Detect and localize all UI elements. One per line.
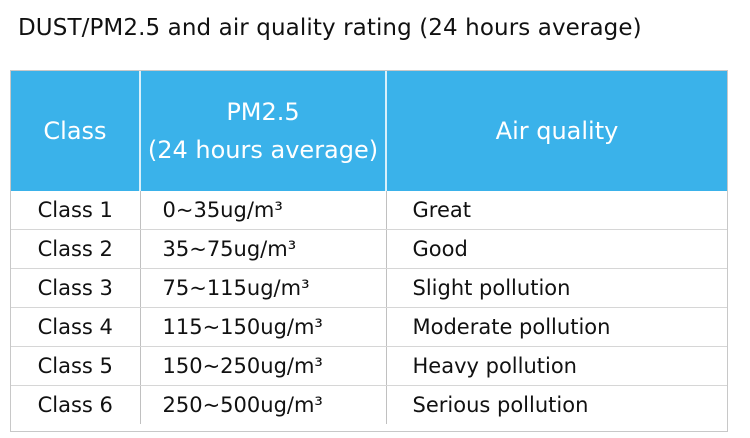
table-row: Class 1 0~35ug/m³ Great [11, 191, 727, 230]
class-cell: Class 5 [11, 346, 141, 386]
class-cell: Class 4 [11, 307, 141, 347]
class-cell: Class 3 [11, 268, 141, 308]
class-cell: Class 6 [11, 385, 141, 424]
pm25-cell: 115~150ug/m³ [140, 307, 387, 347]
pm25-header-line-2: (24 hours average) [147, 136, 379, 164]
table-row: Class 6 250~500ug/m³ Serious pollution [11, 385, 727, 424]
pm25-cell: 250~500ug/m³ [140, 385, 387, 424]
class-cell: Class 1 [11, 191, 141, 230]
table-header-row: Class PM2.5 (24 hours average) Air quali… [11, 71, 727, 191]
air-quality-table: Class PM2.5 (24 hours average) Air quali… [11, 71, 727, 424]
air-quality-table-container: Class PM2.5 (24 hours average) Air quali… [10, 70, 728, 432]
pm25-cell: 0~35ug/m³ [140, 191, 387, 230]
page-title: DUST/PM2.5 and air quality rating (24 ho… [18, 15, 642, 41]
air-quality-cell: Serious pollution [412, 393, 589, 417]
air-quality-cell: Moderate pollution [386, 307, 727, 347]
table-row: Class 3 75~115ug/m³ Slight pollution [11, 268, 727, 308]
air-quality-cell: Slight pollution [386, 268, 727, 308]
table-body: Class 1 0~35ug/m³ Great Class 2 35~75ug/… [11, 191, 727, 424]
pm25-column-header: PM2.5 (24 hours average) [140, 71, 387, 191]
pm25-cell: 150~250ug/m³ [140, 346, 387, 386]
table-row: Class 2 35~75ug/m³ Good [11, 229, 727, 269]
air-quality-cell: Good [386, 229, 727, 269]
pm25-cell: 35~75ug/m³ [140, 229, 387, 269]
air-quality-column-header: Air quality [386, 71, 727, 191]
class-column-header: Class [11, 71, 141, 191]
class-cell: Class 2 [11, 229, 141, 269]
table-row: Class 4 115~150ug/m³ Moderate pollution [11, 307, 727, 347]
air-quality-cell: Great [386, 191, 727, 230]
table-header: Class PM2.5 (24 hours average) Air quali… [11, 71, 727, 191]
pm25-header-line-1: PM2.5 [226, 98, 300, 126]
air-quality-cell: Heavy pollution [386, 346, 727, 386]
pm25-cell: 75~115ug/m³ [140, 268, 387, 308]
table-row: Class 5 150~250ug/m³ Heavy pollution [11, 346, 727, 386]
